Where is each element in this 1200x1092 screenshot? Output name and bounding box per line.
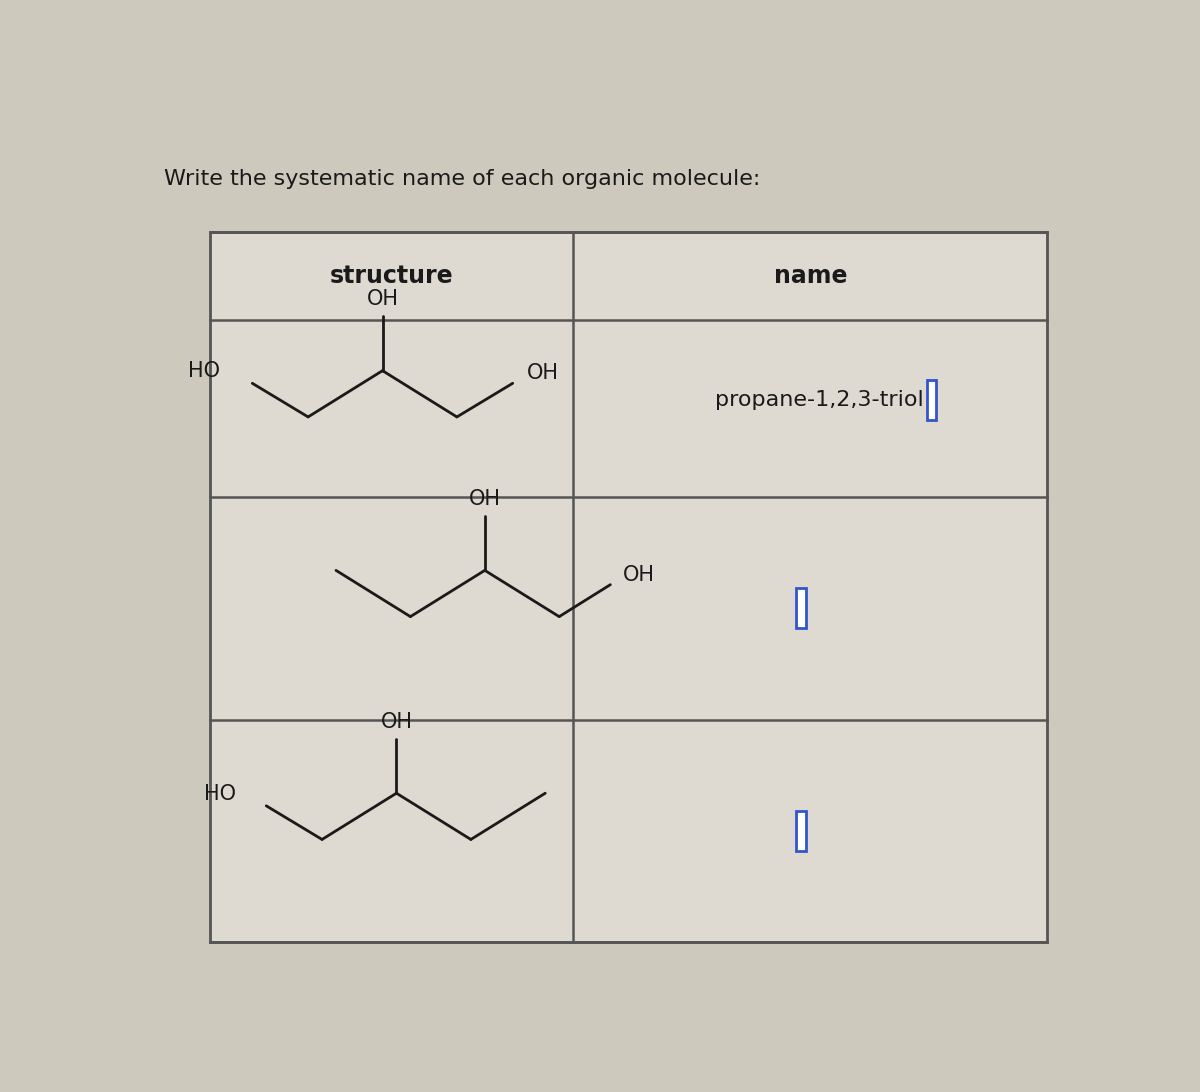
- Text: HO: HO: [187, 360, 220, 381]
- Text: name: name: [774, 264, 847, 288]
- Text: OH: OH: [527, 364, 559, 383]
- Text: OH: OH: [623, 565, 654, 584]
- FancyBboxPatch shape: [210, 232, 1048, 942]
- FancyBboxPatch shape: [797, 587, 805, 628]
- Text: OH: OH: [366, 289, 398, 309]
- Text: HO: HO: [204, 784, 236, 804]
- Text: OH: OH: [469, 489, 500, 509]
- Text: propane-1,2,3-triol: propane-1,2,3-triol: [715, 390, 924, 411]
- FancyBboxPatch shape: [797, 811, 805, 852]
- FancyBboxPatch shape: [926, 380, 936, 420]
- Text: Write the systematic name of each organic molecule:: Write the systematic name of each organi…: [164, 169, 761, 189]
- Text: structure: structure: [330, 264, 454, 288]
- Text: OH: OH: [380, 712, 413, 732]
